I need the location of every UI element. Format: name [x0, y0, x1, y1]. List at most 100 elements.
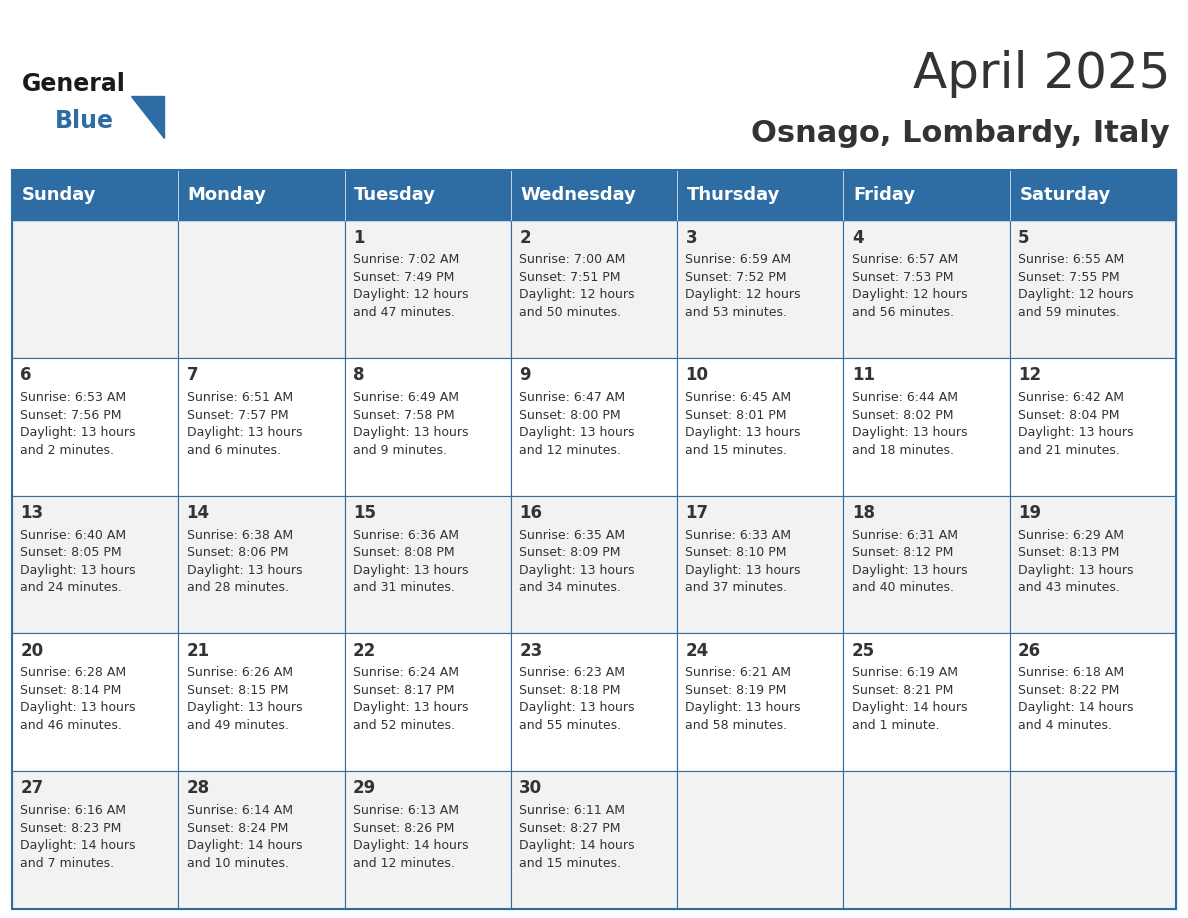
Bar — [12, 771, 178, 909]
Text: Sunrise: 6:53 AM
Sunset: 7:56 PM
Daylight: 13 hours
and 2 minutes.: Sunrise: 6:53 AM Sunset: 7:56 PM Dayligh… — [20, 391, 135, 456]
Text: 20: 20 — [20, 642, 43, 660]
Bar — [1010, 496, 1176, 633]
Text: 12: 12 — [1018, 366, 1041, 385]
Text: 27: 27 — [20, 779, 44, 798]
Text: Sunrise: 6:59 AM
Sunset: 7:52 PM
Daylight: 12 hours
and 53 minutes.: Sunrise: 6:59 AM Sunset: 7:52 PM Dayligh… — [685, 253, 801, 319]
Bar — [178, 358, 345, 496]
Text: Sunrise: 6:26 AM
Sunset: 8:15 PM
Daylight: 13 hours
and 49 minutes.: Sunrise: 6:26 AM Sunset: 8:15 PM Dayligh… — [187, 666, 302, 732]
Text: Sunrise: 7:00 AM
Sunset: 7:51 PM
Daylight: 12 hours
and 50 minutes.: Sunrise: 7:00 AM Sunset: 7:51 PM Dayligh… — [519, 253, 634, 319]
Text: Sunrise: 6:29 AM
Sunset: 8:13 PM
Daylight: 13 hours
and 43 minutes.: Sunrise: 6:29 AM Sunset: 8:13 PM Dayligh… — [1018, 529, 1133, 594]
Bar — [12, 170, 1176, 220]
Text: Sunrise: 6:55 AM
Sunset: 7:55 PM
Daylight: 12 hours
and 59 minutes.: Sunrise: 6:55 AM Sunset: 7:55 PM Dayligh… — [1018, 253, 1133, 319]
Text: Sunrise: 6:38 AM
Sunset: 8:06 PM
Daylight: 13 hours
and 28 minutes.: Sunrise: 6:38 AM Sunset: 8:06 PM Dayligh… — [187, 529, 302, 594]
Text: 23: 23 — [519, 642, 543, 660]
Bar — [843, 496, 1010, 633]
Text: Sunrise: 6:33 AM
Sunset: 8:10 PM
Daylight: 13 hours
and 37 minutes.: Sunrise: 6:33 AM Sunset: 8:10 PM Dayligh… — [685, 529, 801, 594]
Text: 28: 28 — [187, 779, 209, 798]
Bar — [511, 633, 677, 771]
Bar — [178, 633, 345, 771]
Bar — [677, 496, 843, 633]
Text: Sunrise: 6:24 AM
Sunset: 8:17 PM
Daylight: 13 hours
and 52 minutes.: Sunrise: 6:24 AM Sunset: 8:17 PM Dayligh… — [353, 666, 468, 732]
Text: Sunrise: 6:57 AM
Sunset: 7:53 PM
Daylight: 12 hours
and 56 minutes.: Sunrise: 6:57 AM Sunset: 7:53 PM Dayligh… — [852, 253, 967, 319]
Text: Blue: Blue — [55, 109, 114, 133]
Text: Sunrise: 6:19 AM
Sunset: 8:21 PM
Daylight: 14 hours
and 1 minute.: Sunrise: 6:19 AM Sunset: 8:21 PM Dayligh… — [852, 666, 967, 732]
Bar — [1010, 220, 1176, 358]
Text: Sunrise: 6:23 AM
Sunset: 8:18 PM
Daylight: 13 hours
and 55 minutes.: Sunrise: 6:23 AM Sunset: 8:18 PM Dayligh… — [519, 666, 634, 732]
Text: April 2025: April 2025 — [912, 50, 1170, 98]
Text: 8: 8 — [353, 366, 365, 385]
Text: Osnago, Lombardy, Italy: Osnago, Lombardy, Italy — [752, 119, 1170, 149]
Text: Sunrise: 6:13 AM
Sunset: 8:26 PM
Daylight: 14 hours
and 12 minutes.: Sunrise: 6:13 AM Sunset: 8:26 PM Dayligh… — [353, 804, 468, 869]
Bar — [345, 633, 511, 771]
Text: General: General — [21, 73, 125, 96]
Text: 18: 18 — [852, 504, 874, 522]
Text: 19: 19 — [1018, 504, 1041, 522]
Bar — [677, 771, 843, 909]
Bar — [511, 220, 677, 358]
Bar — [511, 496, 677, 633]
Text: 9: 9 — [519, 366, 531, 385]
Text: Tuesday: Tuesday — [354, 186, 436, 204]
Bar — [843, 358, 1010, 496]
Text: Sunrise: 6:18 AM
Sunset: 8:22 PM
Daylight: 14 hours
and 4 minutes.: Sunrise: 6:18 AM Sunset: 8:22 PM Dayligh… — [1018, 666, 1133, 732]
Text: Friday: Friday — [853, 186, 915, 204]
Bar — [843, 633, 1010, 771]
Text: 3: 3 — [685, 229, 697, 247]
Bar — [843, 220, 1010, 358]
Text: Sunrise: 6:49 AM
Sunset: 7:58 PM
Daylight: 13 hours
and 9 minutes.: Sunrise: 6:49 AM Sunset: 7:58 PM Dayligh… — [353, 391, 468, 456]
Text: 10: 10 — [685, 366, 708, 385]
Text: Thursday: Thursday — [687, 186, 781, 204]
Text: Sunrise: 6:40 AM
Sunset: 8:05 PM
Daylight: 13 hours
and 24 minutes.: Sunrise: 6:40 AM Sunset: 8:05 PM Dayligh… — [20, 529, 135, 594]
Text: Wednesday: Wednesday — [520, 186, 637, 204]
Text: Sunrise: 6:42 AM
Sunset: 8:04 PM
Daylight: 13 hours
and 21 minutes.: Sunrise: 6:42 AM Sunset: 8:04 PM Dayligh… — [1018, 391, 1133, 456]
Bar — [511, 358, 677, 496]
Text: 13: 13 — [20, 504, 43, 522]
Text: Sunrise: 6:11 AM
Sunset: 8:27 PM
Daylight: 14 hours
and 15 minutes.: Sunrise: 6:11 AM Sunset: 8:27 PM Dayligh… — [519, 804, 634, 869]
Text: Sunrise: 6:51 AM
Sunset: 7:57 PM
Daylight: 13 hours
and 6 minutes.: Sunrise: 6:51 AM Sunset: 7:57 PM Dayligh… — [187, 391, 302, 456]
Bar — [677, 220, 843, 358]
Bar — [12, 358, 178, 496]
Text: Sunrise: 6:28 AM
Sunset: 8:14 PM
Daylight: 13 hours
and 46 minutes.: Sunrise: 6:28 AM Sunset: 8:14 PM Dayligh… — [20, 666, 135, 732]
Text: Sunrise: 6:21 AM
Sunset: 8:19 PM
Daylight: 13 hours
and 58 minutes.: Sunrise: 6:21 AM Sunset: 8:19 PM Dayligh… — [685, 666, 801, 732]
Bar — [511, 771, 677, 909]
Bar — [1010, 771, 1176, 909]
Bar — [1010, 633, 1176, 771]
Text: Sunrise: 6:35 AM
Sunset: 8:09 PM
Daylight: 13 hours
and 34 minutes.: Sunrise: 6:35 AM Sunset: 8:09 PM Dayligh… — [519, 529, 634, 594]
Bar — [345, 771, 511, 909]
Text: 5: 5 — [1018, 229, 1030, 247]
Text: Monday: Monday — [188, 186, 266, 204]
Text: 21: 21 — [187, 642, 209, 660]
Text: Sunrise: 7:02 AM
Sunset: 7:49 PM
Daylight: 12 hours
and 47 minutes.: Sunrise: 7:02 AM Sunset: 7:49 PM Dayligh… — [353, 253, 468, 319]
Bar — [345, 358, 511, 496]
Text: 11: 11 — [852, 366, 874, 385]
Bar — [345, 496, 511, 633]
Text: 4: 4 — [852, 229, 864, 247]
Polygon shape — [131, 96, 164, 138]
Text: 14: 14 — [187, 504, 209, 522]
Text: Sunrise: 6:14 AM
Sunset: 8:24 PM
Daylight: 14 hours
and 10 minutes.: Sunrise: 6:14 AM Sunset: 8:24 PM Dayligh… — [187, 804, 302, 869]
Bar — [1010, 358, 1176, 496]
Text: 2: 2 — [519, 229, 531, 247]
Text: 25: 25 — [852, 642, 874, 660]
Text: Sunrise: 6:45 AM
Sunset: 8:01 PM
Daylight: 13 hours
and 15 minutes.: Sunrise: 6:45 AM Sunset: 8:01 PM Dayligh… — [685, 391, 801, 456]
Bar — [677, 633, 843, 771]
Text: Sunrise: 6:16 AM
Sunset: 8:23 PM
Daylight: 14 hours
and 7 minutes.: Sunrise: 6:16 AM Sunset: 8:23 PM Dayligh… — [20, 804, 135, 869]
Text: Saturday: Saturday — [1019, 186, 1111, 204]
Text: Sunrise: 6:36 AM
Sunset: 8:08 PM
Daylight: 13 hours
and 31 minutes.: Sunrise: 6:36 AM Sunset: 8:08 PM Dayligh… — [353, 529, 468, 594]
Text: Sunday: Sunday — [21, 186, 96, 204]
Text: 24: 24 — [685, 642, 709, 660]
Bar — [12, 170, 1176, 909]
Bar — [178, 771, 345, 909]
Bar — [12, 220, 178, 358]
Bar — [843, 771, 1010, 909]
Text: 1: 1 — [353, 229, 365, 247]
Bar — [12, 633, 178, 771]
Text: 15: 15 — [353, 504, 375, 522]
Text: 29: 29 — [353, 779, 377, 798]
Bar — [677, 358, 843, 496]
Text: Sunrise: 6:31 AM
Sunset: 8:12 PM
Daylight: 13 hours
and 40 minutes.: Sunrise: 6:31 AM Sunset: 8:12 PM Dayligh… — [852, 529, 967, 594]
Text: Sunrise: 6:44 AM
Sunset: 8:02 PM
Daylight: 13 hours
and 18 minutes.: Sunrise: 6:44 AM Sunset: 8:02 PM Dayligh… — [852, 391, 967, 456]
Text: 6: 6 — [20, 366, 32, 385]
Text: 7: 7 — [187, 366, 198, 385]
Text: 22: 22 — [353, 642, 377, 660]
